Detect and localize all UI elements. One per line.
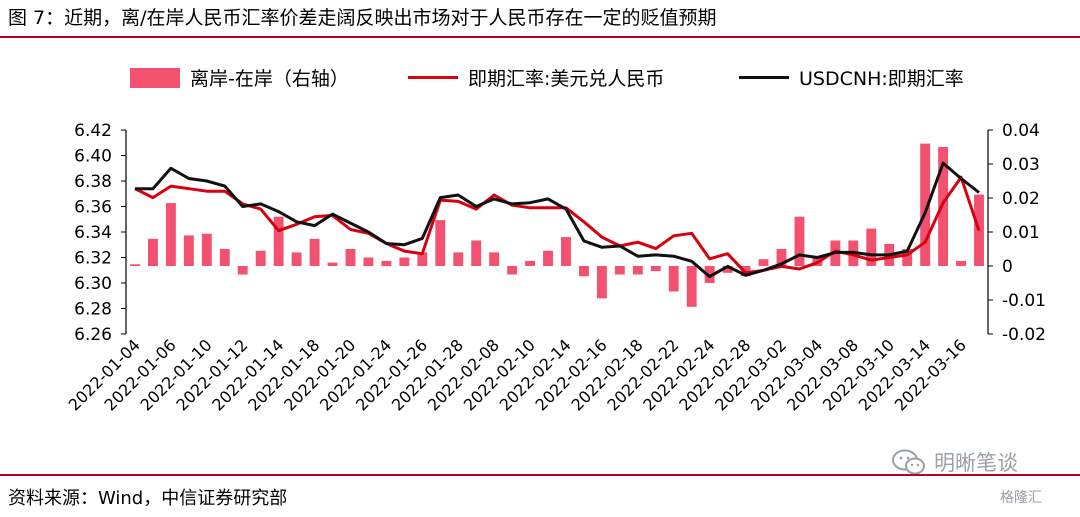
bar [255, 250, 266, 266]
bar [938, 147, 949, 266]
bar [237, 266, 248, 275]
legend-item-black-line: USDCNH:即期汇率 [739, 64, 964, 91]
bar [453, 252, 464, 266]
bar [794, 216, 805, 266]
bar [327, 262, 338, 266]
watermark-brand: 格隆汇 [1000, 490, 1042, 506]
left-axis-tick-label: 6.36 [74, 198, 112, 218]
bar [417, 252, 428, 266]
bar [543, 250, 553, 266]
bar [561, 237, 571, 266]
bar [614, 266, 625, 275]
right-axis-tick-label: -0.02 [1002, 325, 1046, 345]
watermark: 明晰笔谈 [892, 447, 1018, 477]
bar [776, 249, 787, 266]
bar [399, 257, 410, 266]
bar [435, 220, 446, 266]
bar [632, 266, 643, 275]
bar [130, 264, 140, 266]
right-axis-tick-label: 0.02 [1002, 189, 1040, 209]
bar [183, 235, 194, 266]
bar [920, 143, 931, 266]
bar [686, 266, 697, 307]
bar [956, 260, 967, 266]
right-axis-tick-label: 0 [1002, 257, 1013, 277]
bar [866, 228, 877, 266]
bar [363, 257, 374, 266]
bar [668, 266, 679, 292]
bar [722, 266, 733, 273]
bar [489, 252, 500, 266]
top-rule [0, 36, 1080, 38]
bar [758, 259, 769, 266]
legend-label-red-line: 即期汇率:美元兑人民币 [468, 68, 665, 90]
bar [201, 233, 212, 266]
left-axis-tick-label: 6.26 [74, 325, 112, 345]
legend-label-bar: 离岸-在岸（右轴） [190, 68, 349, 90]
bar [273, 216, 284, 266]
bottom-rule [0, 474, 1080, 476]
left-axis-tick-label: 6.28 [74, 300, 112, 320]
figure-title: 图 7：近期，离/在岸人民币汇率价差走阔反映出市场对于人民币存在一定的贬值预期 [8, 7, 717, 29]
left-axis-tick-label: 6.34 [74, 223, 112, 243]
left-axis-tick-label: 6.30 [74, 274, 112, 294]
bar [578, 266, 589, 277]
legend: 离岸-在岸（右轴） 即期汇率:美元兑人民币 USDCNH:即期汇率 [0, 64, 1080, 94]
bar [147, 238, 158, 266]
right-axis-tick-label: 0.03 [1002, 155, 1040, 175]
bar [704, 266, 715, 283]
left-axis-tick-label: 6.42 [74, 121, 112, 141]
bar [650, 266, 661, 272]
bar [381, 260, 392, 266]
legend-item-bar: 离岸-在岸（右轴） [130, 64, 349, 91]
left-axis-tick-label: 6.40 [74, 147, 112, 167]
bar [471, 240, 482, 266]
right-axis-tick-label: 0.04 [1002, 121, 1040, 141]
bar [165, 203, 176, 266]
bar [219, 249, 230, 266]
bar [902, 249, 913, 266]
bar [596, 266, 607, 299]
wechat-icon [892, 449, 925, 475]
bar [525, 260, 536, 266]
right-axis-tick-label: 0.01 [1002, 223, 1040, 243]
right-axis-tick-label: -0.01 [1002, 291, 1046, 311]
bar [291, 252, 302, 266]
legend-item-red-line: 即期汇率:美元兑人民币 [408, 64, 664, 91]
legend-swatch-bar [130, 67, 180, 88]
source-note: 资料来源：Wind，中信证券研究部 [8, 488, 288, 509]
bar [507, 266, 518, 275]
legend-swatch-black-line [739, 76, 789, 79]
line-series-usdcnh-spot [135, 161, 980, 279]
left-axis-tick-label: 6.38 [74, 172, 112, 192]
left-axis-tick-label: 6.32 [74, 249, 112, 269]
legend-label-black-line: USDCNH:即期汇率 [799, 68, 964, 90]
legend-swatch-red-line [408, 76, 458, 79]
bar [345, 249, 356, 266]
watermark-name: 明晰笔谈 [934, 451, 1018, 475]
bar [309, 238, 320, 266]
